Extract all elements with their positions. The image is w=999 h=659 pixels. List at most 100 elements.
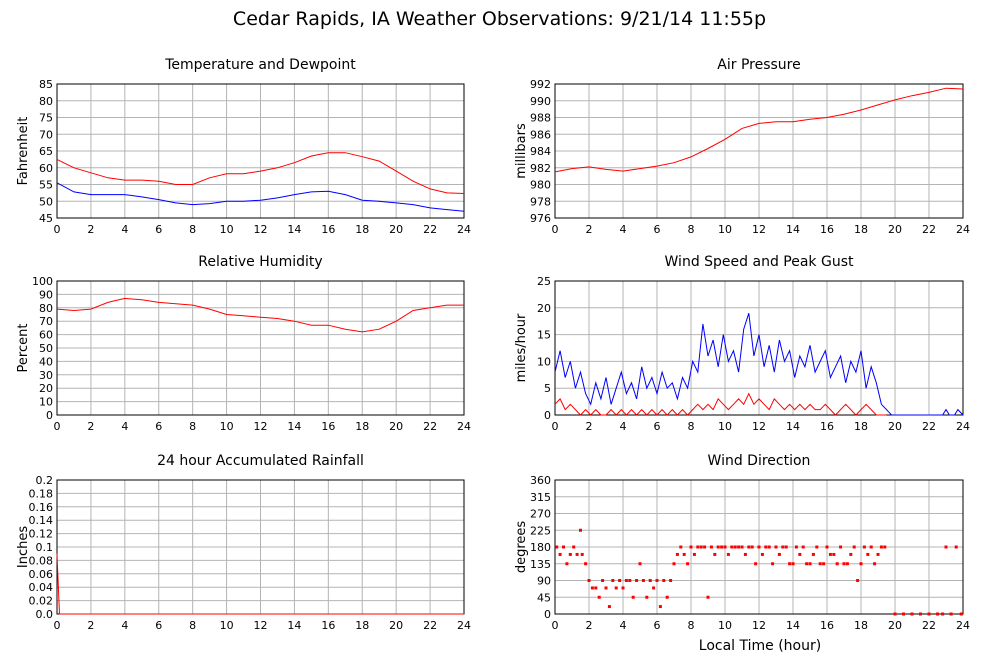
scatter-point <box>936 612 939 616</box>
x-tick-label: 0 <box>54 420 61 433</box>
y-tick-label: 20 <box>39 382 53 395</box>
y-tick-label: 0.06 <box>29 568 54 581</box>
plot-frame <box>554 280 964 416</box>
scatter-point <box>883 545 887 549</box>
x-tick-label: 0 <box>552 223 559 236</box>
x-tick-label: 14 <box>287 420 301 433</box>
scatter-point <box>706 595 710 599</box>
x-tick-label: 18 <box>355 420 369 433</box>
scatter-point <box>572 545 576 549</box>
y-tick-label: 0.18 <box>29 487 54 500</box>
y-tick-label: 0.0 <box>36 608 54 621</box>
scatter-point <box>743 552 747 556</box>
x-tick-label: 8 <box>688 619 695 632</box>
scatter-point <box>669 579 673 582</box>
y-tick-label: 982 <box>530 162 551 175</box>
x-tick-label: 20 <box>888 420 902 433</box>
x-tick-label: 0 <box>54 619 61 632</box>
x-tick-label: 18 <box>854 223 868 236</box>
y-tick-label: 85 <box>39 78 53 91</box>
y-tick-label: 0.12 <box>29 528 54 541</box>
x-tick-label: 8 <box>688 223 695 236</box>
series-line-red <box>56 297 464 333</box>
scatter-point <box>737 545 741 549</box>
x-tick-label: 20 <box>888 619 902 632</box>
scatter-point <box>822 562 826 566</box>
y-tick-label: 0.08 <box>29 554 54 567</box>
scatter-point <box>839 545 843 549</box>
scatter-point <box>760 552 764 556</box>
scatter-point <box>692 552 696 556</box>
scatter-point <box>594 586 598 590</box>
scatter-point <box>764 545 768 549</box>
x-tick-label: 4 <box>121 223 128 236</box>
x-tick-label: 16 <box>321 420 335 433</box>
scatter-point <box>859 562 863 566</box>
series-line-red <box>56 152 465 194</box>
y-tick-label: 65 <box>39 145 53 158</box>
x-tick-label: 20 <box>888 223 902 236</box>
series-line-red <box>554 87 964 173</box>
y-tick-label: 30 <box>39 369 53 382</box>
x-tick-label: 18 <box>355 223 369 236</box>
scatter-point <box>832 552 836 556</box>
y-tick-label: 15 <box>537 329 551 342</box>
scatter-point <box>733 545 737 549</box>
chart-title: 24 hour Accumulated Rainfall <box>157 453 364 469</box>
y-tick-label: 0.14 <box>29 514 54 527</box>
plot-frame <box>554 479 964 615</box>
series-line-red <box>554 392 887 416</box>
chart-title: Temperature and Dewpoint <box>164 57 356 73</box>
y-tick-label: 80 <box>39 95 53 108</box>
y-tick-label: 55 <box>39 179 53 192</box>
scatter-point <box>621 586 625 590</box>
scatter-point <box>652 586 656 590</box>
scatter-point <box>959 612 963 616</box>
scatter-point <box>618 579 622 582</box>
x-tick-label: 10 <box>220 223 234 236</box>
x-tick-label: 4 <box>121 619 128 632</box>
y-tick-label: 90 <box>537 575 551 588</box>
scatter-point <box>614 586 618 590</box>
x-tick-label: 24 <box>457 619 471 632</box>
x-tick-label: 6 <box>654 619 661 632</box>
scatter-point <box>562 545 565 549</box>
y-axis-label: Inches <box>16 526 31 568</box>
x-tick-label: 2 <box>586 420 593 433</box>
scatter-point <box>648 579 652 582</box>
scatter-point <box>825 545 829 549</box>
scatter-point <box>828 552 832 556</box>
x-tick-label: 8 <box>189 223 196 236</box>
scatter-point <box>849 552 853 556</box>
scatter-point <box>590 586 594 590</box>
x-tick-label: 14 <box>786 223 800 236</box>
y-tick-label: 986 <box>530 128 551 141</box>
y-tick-label: 315 <box>530 491 551 504</box>
x-tick-label: 18 <box>355 619 369 632</box>
x-tick-label: 22 <box>922 420 936 433</box>
scatter-point <box>716 545 720 549</box>
x-tick-label: 8 <box>189 420 196 433</box>
scatter-point <box>808 562 812 566</box>
chart-title: Relative Humidity <box>198 254 322 270</box>
y-tick-label: 60 <box>39 329 53 342</box>
y-tick-label: 0 <box>46 409 53 422</box>
y-tick-label: 270 <box>530 508 551 521</box>
scatter-point <box>682 552 686 556</box>
scatter-point <box>781 545 785 549</box>
x-tick-label: 4 <box>620 619 627 632</box>
y-tick-label: 0.02 <box>29 595 54 608</box>
x-tick-label: 2 <box>586 223 593 236</box>
scatter-point <box>579 528 582 532</box>
x-tick-label: 18 <box>854 619 868 632</box>
scatter-point <box>818 562 822 566</box>
scatter-point <box>658 605 662 609</box>
scatter-point <box>852 545 856 549</box>
y-tick-label: 978 <box>530 195 551 208</box>
scatter-point <box>730 545 734 549</box>
x-tick-label: 24 <box>956 619 970 632</box>
y-tick-label: 70 <box>39 315 53 328</box>
